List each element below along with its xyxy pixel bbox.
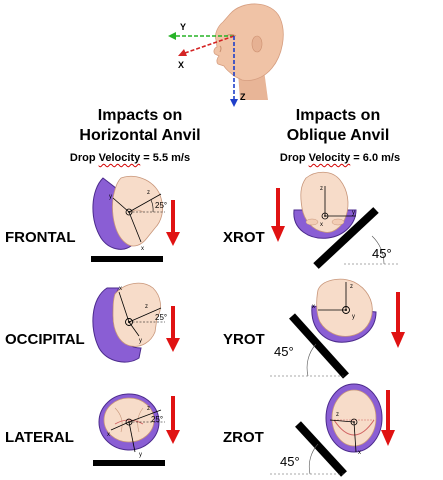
occipital-axis-x: x xyxy=(119,286,122,292)
xrot-axis-y: y xyxy=(352,210,355,216)
yrot-axis-z: z xyxy=(350,284,353,290)
lateral-impact-diagram: z x y 25° xyxy=(93,393,180,466)
occipital-angle: 25° xyxy=(155,313,167,322)
label-occipital: OCCIPITAL xyxy=(5,331,85,348)
xrot-angle: 45° xyxy=(372,246,392,261)
occipital-axis-z: z xyxy=(145,304,148,310)
left-velocity-word: Velocity xyxy=(98,152,141,164)
lateral-local-axes: z x y 25° xyxy=(107,406,165,458)
occipital-drop-arrow xyxy=(166,306,180,352)
head-model-with-axes: Y X Z xyxy=(168,3,284,107)
head-z-axis xyxy=(230,36,238,107)
frontal-drop-arrow xyxy=(166,200,180,246)
frontal-axis-z: z xyxy=(147,190,150,196)
lateral-drop-arrow xyxy=(166,396,180,444)
zrot-axis-x: x xyxy=(358,450,361,456)
yrot-helmeted-head xyxy=(311,278,377,343)
right-column-header: Impacts on Oblique Anvil xyxy=(258,106,418,146)
frontal-horizontal-anvil xyxy=(91,256,163,262)
left-column-header: Impacts on Horizontal Anvil xyxy=(50,106,230,146)
right-drop-velocity: Drop Velocity = 6.0 m/s xyxy=(240,152,440,164)
yrot-angle: 45° xyxy=(274,344,294,359)
xrot-impact-diagram: z y x 45° xyxy=(293,171,400,269)
xrot-angle-indicator: 45° xyxy=(344,235,400,265)
zrot-oblique-anvil xyxy=(295,421,347,477)
zrot-impact-diagram: z x 45° xyxy=(270,383,383,477)
left-velocity-value: = 5.5 m/s xyxy=(140,152,191,164)
frontal-impact-diagram: z x y 25° xyxy=(91,175,180,262)
lateral-axis-x: x xyxy=(107,432,110,438)
axis-x-label: X xyxy=(178,60,184,70)
xrot-local-axes: z y x xyxy=(320,186,356,228)
xrot-oblique-anvil xyxy=(313,207,379,269)
occipital-impact-diagram: x z y 25° xyxy=(92,282,180,363)
xrot-axis-z: z xyxy=(320,186,323,192)
head-model-illustration xyxy=(213,3,284,100)
label-frontal: FRONTAL xyxy=(5,229,76,246)
label-xrot: XROT xyxy=(223,229,265,246)
zrot-angle: 45° xyxy=(280,454,300,469)
lateral-angle: 25° xyxy=(151,415,163,424)
yrot-local-axes: z x y xyxy=(312,282,355,320)
zrot-axis-z: z xyxy=(336,412,339,418)
lateral-axis-y: y xyxy=(139,452,142,458)
frontal-axis-y: y xyxy=(109,194,112,200)
left-velocity-prefix: Drop xyxy=(69,152,99,164)
xrot-drop-arrow xyxy=(271,188,285,242)
right-title-line2: Oblique Anvil xyxy=(286,127,390,144)
zrot-angle-indicator: 45° xyxy=(270,443,344,475)
left-title-line2: Horizontal Anvil xyxy=(79,127,201,144)
axis-z-label: Z xyxy=(240,92,246,102)
left-title-line1: Impacts on xyxy=(97,107,183,124)
right-velocity-word: Velocity xyxy=(308,152,351,164)
right-title-line1: Impacts on xyxy=(295,107,381,124)
head-x-axis xyxy=(178,35,235,56)
frontal-angle: 25° xyxy=(155,201,167,210)
zrot-drop-arrow xyxy=(381,390,395,446)
label-lateral: LATERAL xyxy=(5,429,74,446)
yrot-oblique-anvil xyxy=(289,313,349,379)
left-drop-velocity: Drop Velocity = 5.5 m/s xyxy=(20,152,240,164)
right-velocity-prefix: Drop xyxy=(279,152,309,164)
right-velocity-value: = 6.0 m/s xyxy=(350,152,401,164)
yrot-axis-y: y xyxy=(352,314,355,320)
occipital-axis-y: y xyxy=(139,338,142,344)
occipital-local-axes: x z y 25° xyxy=(118,286,167,344)
zrot-local-axes: z x xyxy=(329,412,361,456)
frontal-local-axes: z x y 25° xyxy=(109,190,167,252)
yrot-axis-x: x xyxy=(312,304,315,310)
helmeted-head-back-view xyxy=(92,282,161,363)
xrot-axis-x: x xyxy=(320,222,323,228)
yrot-impact-diagram: z x y 45° xyxy=(270,278,377,379)
lateral-axis-z: z xyxy=(147,406,150,412)
xrot-helmeted-head xyxy=(293,171,357,239)
label-zrot: ZROT xyxy=(223,429,264,446)
zrot-helmeted-head xyxy=(325,383,383,453)
yrot-drop-arrow xyxy=(391,292,405,348)
frontal-axis-x: x xyxy=(141,246,144,252)
lateral-horizontal-anvil xyxy=(93,460,165,466)
helmeted-head-side-view xyxy=(92,175,163,250)
head-y-axis xyxy=(168,32,234,40)
label-yrot: YROT xyxy=(223,331,265,348)
axis-y-label: Y xyxy=(180,22,186,32)
